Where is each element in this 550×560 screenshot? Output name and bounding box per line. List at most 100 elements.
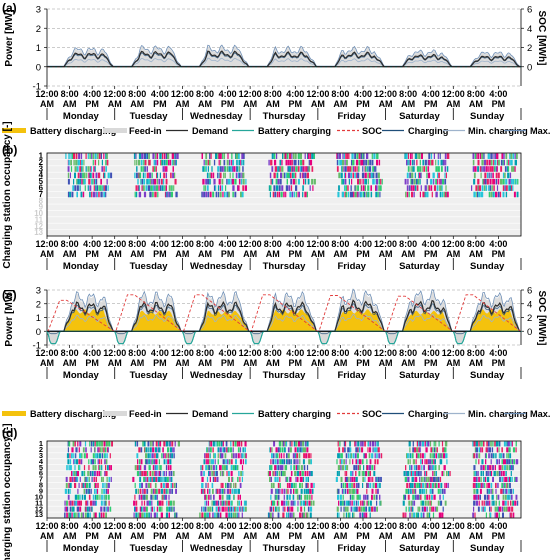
panel-b-occupancy-bar <box>477 185 479 191</box>
panel-d-occupancy-bar <box>207 482 209 488</box>
panel-d-occupancy-bar <box>231 465 233 471</box>
panel-b-occupancy-bar <box>435 166 438 172</box>
panel-d-occupancy-bar <box>145 476 147 482</box>
panel-d-occupancy-bar <box>353 482 356 488</box>
panel-d-occupancy-bar <box>287 488 289 494</box>
panel-d-occupancy-bar <box>484 494 487 500</box>
panel-d-occupancy-bar <box>267 512 270 518</box>
panel-d-occupancy-bar <box>473 471 475 477</box>
panel-d-occupancy-bar <box>152 447 155 453</box>
panel-d-occupancy-bar <box>274 465 277 471</box>
panel-d-occupancy-bar <box>163 471 165 477</box>
panel-b-occupancy-bar <box>414 185 417 191</box>
panel-c-tick-label: AM <box>379 358 393 368</box>
panel-d-occupancy-bar <box>412 500 414 506</box>
panel-b-occupancy-bar <box>205 178 207 185</box>
panel-b-occupancy-bar <box>483 178 485 185</box>
panel-d-occupancy-bar <box>422 453 424 459</box>
panel-d-occupancy-bar <box>350 476 352 482</box>
panel-d-occupancy-bar <box>150 494 153 500</box>
panel-b-occupancy-bar <box>273 185 276 191</box>
panel-d-occupancy-bar <box>156 494 158 500</box>
panel-d-tick-label: AM <box>469 531 483 541</box>
panel-d-occupancy-bar <box>498 506 500 512</box>
panel-d-occupancy-bar <box>301 447 303 453</box>
panel-a-tick-label: 12:00 <box>239 89 262 99</box>
panel-a-legend-label: Feed-in <box>129 126 162 136</box>
panel-d-occupancy-bar <box>416 447 419 453</box>
panel-d-occupancy-bar <box>472 453 474 459</box>
panel-d-occupancy-bar <box>498 459 500 465</box>
panel-b-occupancy-bar <box>352 172 354 179</box>
panel-d-occupancy-bar <box>367 482 369 488</box>
panel-b-occupancy-bar <box>152 153 155 159</box>
panel-d-occupancy-bar <box>166 453 168 459</box>
panel-b-occupancy-bar <box>234 191 237 198</box>
panel-c-tick-label: AM <box>333 358 347 368</box>
panel-d-occupancy-bar <box>152 488 155 494</box>
panel-d-occupancy-bar <box>415 453 418 459</box>
panel-d-occupancy-bar <box>221 488 223 494</box>
panel-b-occupancy-bar <box>176 153 179 159</box>
panel-d-occupancy-bar <box>420 471 422 477</box>
panel-d-occupancy-bar <box>405 506 407 512</box>
panel-d-occupancy-bar <box>275 447 277 453</box>
panel-d-occupancy-bar <box>85 500 88 506</box>
panel-b-occupancy-bar <box>278 191 281 198</box>
panel-d-occupancy-bar <box>361 500 363 506</box>
panel-d-occupancy-bar <box>80 512 83 518</box>
panel-d-label: (d) <box>2 426 17 440</box>
panel-d-occupancy-bar <box>352 453 355 459</box>
panel-d-occupancy-bar <box>213 471 215 477</box>
panel-d-occupancy-bar <box>227 459 229 465</box>
panel-d-occupancy-bar <box>403 494 405 500</box>
panel-d-occupancy-bar <box>91 506 93 512</box>
panel-d-occupancy-bar <box>404 476 407 482</box>
panel-b-occupancy-bar <box>88 172 90 179</box>
panel-b-occupancy-bar <box>295 191 297 198</box>
panel-d-occupancy-bar <box>414 476 416 482</box>
panel-d-occupancy-bar <box>156 512 158 518</box>
panel-d-occupancy-bar <box>354 453 357 459</box>
panel-b-occupancy-bar <box>407 159 409 166</box>
panel-b-occupancy-bar <box>341 191 344 198</box>
panel-b-occupancy-bar <box>376 178 379 185</box>
panel-d-occupancy-bar <box>230 500 232 506</box>
panel-d-occupancy-bar <box>139 482 141 488</box>
panel-d-occupancy-bar <box>433 447 436 453</box>
panel-d-occupancy-bar <box>145 459 148 465</box>
panel-d-occupancy-bar <box>277 465 279 471</box>
panel-b-occupancy-bar <box>478 185 481 191</box>
panel-d-occupancy-bar <box>408 506 410 512</box>
panel-b-occupancy-bar <box>105 153 107 159</box>
panel-b-occupancy-bar <box>224 166 227 172</box>
panel-d-occupancy-bar <box>440 453 442 459</box>
panel-d-occupancy-bar <box>291 512 293 518</box>
panel-d-occupancy-bar <box>132 476 135 482</box>
panel-d-occupancy-bar <box>156 453 159 459</box>
panel-b-occupancy-bar <box>495 178 497 185</box>
panel-b-ylabel: Charging station occupancy [-] <box>2 121 13 268</box>
panel-d-occupancy-bar <box>164 453 166 459</box>
panel-d-occupancy-bar <box>361 471 363 477</box>
panel-d-occupancy-bar <box>355 488 357 494</box>
panel-d-occupancy-bar <box>241 506 243 512</box>
panel-d-occupancy-bar <box>494 512 496 518</box>
panel-b-tick-label: 8:00 <box>61 239 79 249</box>
panel-b-occupancy-bar <box>210 172 213 179</box>
panel-d-occupancy-bar <box>200 471 203 477</box>
panel-b-occupancy-bar <box>223 172 225 179</box>
panel-d-occupancy-bar <box>171 488 173 494</box>
panel-b-occupancy-bar <box>292 153 295 159</box>
panel-d-occupancy-bar <box>150 476 152 482</box>
panel-b-occupancy-bar <box>165 191 167 198</box>
panel-d-occupancy-bar <box>303 512 305 518</box>
panel-d-occupancy-bar <box>415 494 417 500</box>
panel-d-occupancy-bar <box>207 459 209 465</box>
panel-d-row-label: 2 <box>39 445 43 454</box>
panel-d-occupancy-bar <box>427 476 430 482</box>
panel-d-occupancy-bar <box>209 488 211 494</box>
panel-d-occupancy-bar <box>344 482 346 488</box>
panel-d-occupancy-bar <box>276 465 278 471</box>
panel-b-occupancy-bar <box>285 185 288 191</box>
